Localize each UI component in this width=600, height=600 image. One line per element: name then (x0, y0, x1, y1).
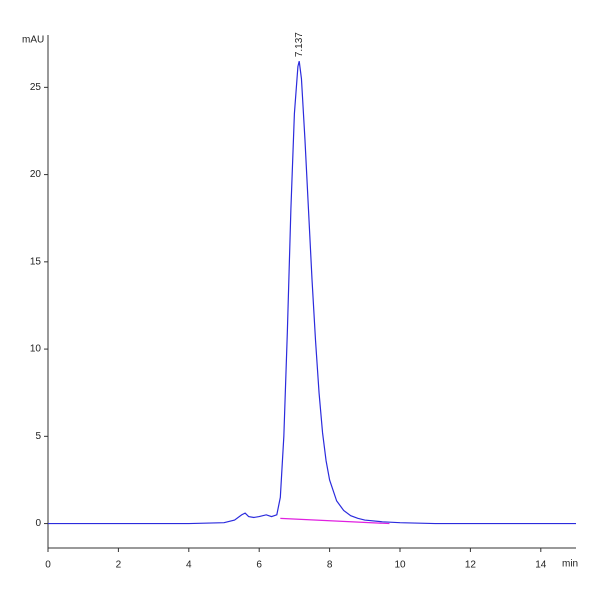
x-tick-label: 8 (327, 560, 333, 571)
x-tick-label: 14 (535, 560, 547, 571)
x-tick-label: 4 (186, 560, 192, 571)
x-tick-label: 10 (394, 560, 406, 571)
y-tick-label: 5 (35, 431, 41, 442)
x-tick-label: 0 (45, 560, 51, 571)
x-tick-label: 6 (256, 560, 262, 571)
x-tick-label: 2 (116, 560, 122, 571)
trace (48, 61, 576, 525)
y-tick-label: 25 (30, 82, 42, 93)
baseline (280, 517, 390, 525)
peak-label: 7.137 (294, 32, 305, 57)
y-tick-label: 0 (35, 518, 41, 529)
y-tick-label: 20 (30, 169, 42, 180)
y-tick-label: 10 (30, 344, 42, 355)
x-tick-label: 12 (465, 560, 477, 571)
y-tick-label: 15 (30, 256, 42, 267)
y-axis-label: mAU (22, 35, 44, 46)
x-axis-label: min (562, 559, 578, 570)
